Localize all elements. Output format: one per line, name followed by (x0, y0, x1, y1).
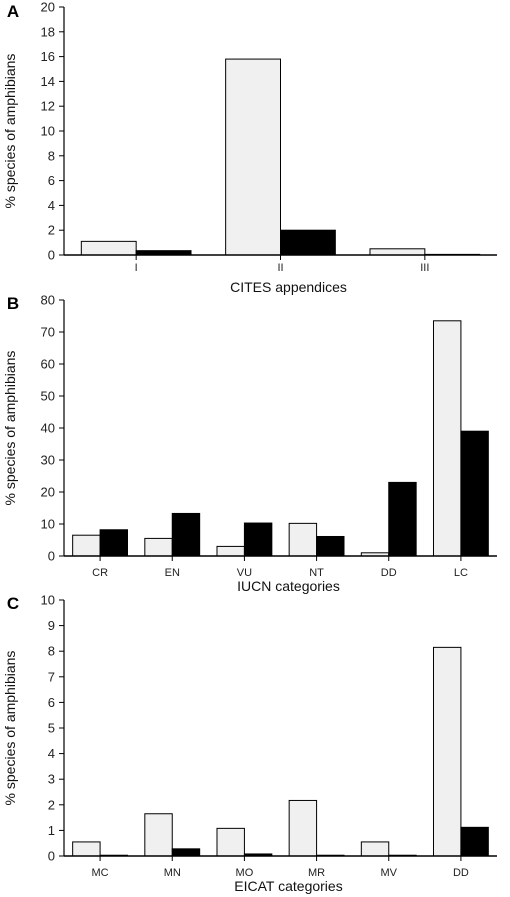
y-tick-label: 10 (41, 124, 55, 139)
y-tick-label: 5 (48, 721, 55, 736)
panel-letter: B (7, 294, 19, 313)
panel-b: B % species of amphibians 0 10 20 30 40 50 60 70 8… (2, 293, 497, 594)
y-tick-label: 12 (41, 99, 55, 114)
bar-dd-series-2 (388, 481, 417, 557)
x-tick-label: DD (381, 567, 397, 579)
x-tick-label: III (420, 262, 429, 274)
y-tick-label: 60 (41, 357, 55, 372)
y-axis-title: % species of amphibians (2, 54, 18, 209)
y-tick-label: 16 (41, 49, 55, 64)
y-tick-label: 4 (48, 198, 55, 213)
y-axis-title: % species of amphibians (2, 351, 18, 506)
y-tick-label: 6 (48, 173, 55, 188)
bar-vu-series-1 (216, 545, 245, 557)
y-tick-label: 50 (41, 389, 55, 404)
bar-mr-series-1 (288, 799, 318, 857)
y-tick-label: 8 (48, 148, 55, 163)
y-tick-label: 0 (48, 248, 55, 263)
bar-mc-series-1 (72, 841, 101, 857)
y-axis-title: % species of amphibians (2, 651, 18, 806)
bar-ii-series-2 (280, 229, 336, 256)
bar-mn-series-1 (144, 813, 173, 857)
y-tick-label: 80 (41, 293, 55, 308)
bar-nt-series-2 (316, 535, 345, 557)
y-tick-label: 40 (41, 421, 55, 436)
bar-mo-series-1 (216, 827, 245, 857)
x-tick-label: DD (453, 867, 469, 879)
bar-ii-series-1 (225, 58, 282, 256)
bar-iii-series-1 (369, 248, 426, 256)
bar-i-series-1 (80, 240, 137, 256)
x-tick-label: MN (164, 867, 181, 879)
bar-lc-series-2 (460, 430, 489, 557)
y-tick-label: 8 (48, 644, 55, 659)
y-tick-label: 7 (48, 669, 55, 684)
x-tick-label: CR (92, 567, 108, 579)
bar-dd-series-2 (460, 826, 489, 857)
panel-c: C % species of amphibians 0 1 2 3 4 5 6 7 8 9 10 MC MN… (2, 593, 497, 894)
bar-en-series-2 (171, 512, 201, 557)
x-tick-label: NT (309, 567, 324, 579)
y-tick-label: 10 (41, 517, 55, 532)
x-axis-title: IUCN categories (237, 578, 340, 594)
y-tick-label: 4 (48, 746, 55, 761)
panel-a: A % species of amphibians 0 2 4 6 8 10 12 14 16 18 2… (2, 0, 497, 295)
x-tick-label: MR (308, 867, 325, 879)
y-tick-label: 10 (41, 593, 55, 608)
bar-cr-series-2 (99, 529, 129, 557)
x-tick-label: II (277, 262, 283, 274)
y-tick-label: 30 (41, 453, 55, 468)
bar-vu-series-2 (243, 522, 273, 557)
bar-en-series-1 (144, 537, 173, 557)
y-tick-label: 9 (48, 618, 55, 633)
y-tick-label: 18 (41, 24, 55, 39)
y-tick-label: 2 (48, 223, 55, 238)
y-tick-label: 1 (48, 823, 55, 838)
x-tick-label: LC (454, 567, 468, 579)
bar-nt-series-1 (288, 522, 318, 557)
x-tick-label: MO (236, 867, 254, 879)
bar-mn-series-2 (171, 848, 201, 857)
y-tick-label: 70 (41, 325, 55, 340)
bar-cr-series-1 (72, 534, 101, 557)
y-tick-label: 6 (48, 695, 55, 710)
x-tick-label: MC (92, 867, 109, 879)
bar-mv-series-1 (360, 841, 390, 857)
y-tick-label: 20 (41, 0, 55, 15)
panel-letter: A (7, 2, 19, 21)
bar-lc-series-1 (432, 320, 462, 557)
y-tick-label: 20 (41, 485, 55, 500)
x-tick-label: VU (237, 567, 252, 579)
y-tick-label: 0 (48, 549, 55, 564)
x-tick-label: I (135, 262, 138, 274)
y-tick-label: 0 (48, 849, 55, 864)
x-axis-title: CITES appendices (230, 279, 347, 295)
x-tick-label: EN (165, 567, 180, 579)
x-axis-title: EICAT categories (234, 878, 342, 894)
panel-letter: C (7, 594, 19, 613)
y-tick-label: 3 (48, 772, 55, 787)
x-tick-label: MV (381, 867, 398, 879)
bar-dd-series-1 (432, 646, 462, 857)
y-tick-label: 2 (48, 797, 55, 812)
y-tick-label: 14 (41, 74, 55, 89)
